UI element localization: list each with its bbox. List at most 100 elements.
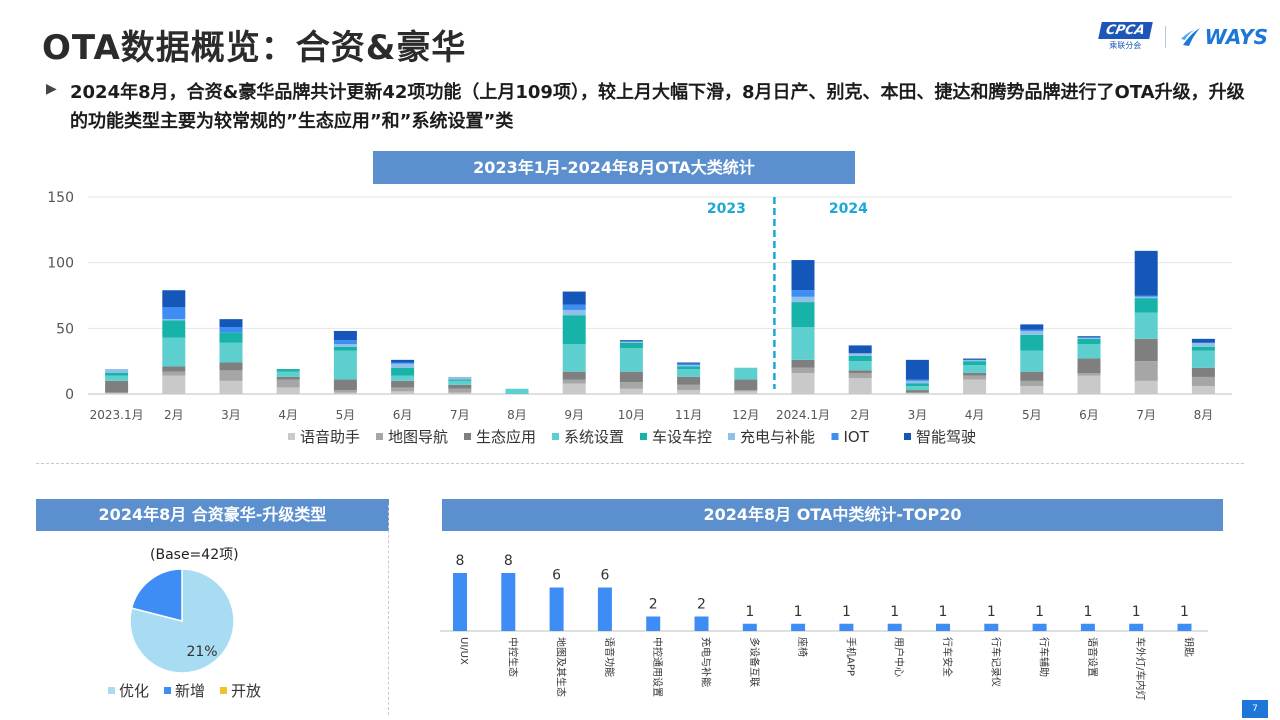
x-tick-label: 语音设置 <box>1086 637 1099 677</box>
bar-segment <box>1134 295 1158 297</box>
bar-segment <box>448 392 472 394</box>
bar-segment <box>1077 336 1101 338</box>
summary-text: 2024年8月，合资&豪华品牌共计更新42项功能（上月109项），较上月大幅下滑… <box>70 82 1245 132</box>
ota-category-stacked-bar-chart: 0 50 100 150 2023.1月 2月 3月 4月 5月 6月 7月 8月 9月 10月 11月 12… <box>47 190 1232 446</box>
bar-segment <box>677 366 701 370</box>
x-tick-label: 2023.1月 <box>90 408 144 422</box>
legend-label: 充电与补能 <box>740 428 815 446</box>
pie-base-label: (Base=42项) <box>150 547 239 563</box>
bar-segment <box>677 362 701 364</box>
bar-value-label: 2 <box>697 597 706 613</box>
bar-segment <box>562 304 586 310</box>
main-chart-title: 2023年1月-2024年8月OTA大类统计 <box>373 151 855 184</box>
bar-segment <box>963 359 987 362</box>
bar-segment <box>562 371 586 380</box>
bar-value-label: 8 <box>504 553 513 569</box>
bar <box>453 573 467 631</box>
ways-logo-text: WAYS <box>1204 24 1268 49</box>
bar <box>1080 623 1095 631</box>
bar-segment <box>848 345 872 354</box>
x-tick-label: 8月 <box>507 408 527 422</box>
legend-swatch <box>552 433 559 440</box>
bar-segment <box>162 375 186 394</box>
bar-segment <box>1077 338 1101 345</box>
y-tick-label: 0 <box>65 387 74 403</box>
bar-segment <box>1077 375 1101 394</box>
cpca-logo-mark: CPCA <box>1098 22 1153 39</box>
bar-segment <box>963 365 987 373</box>
x-tick-label: 8月 <box>1194 408 1214 422</box>
legend-swatch <box>164 687 171 694</box>
bar-segment <box>963 361 987 366</box>
bar-segment <box>448 388 472 393</box>
bar-segment <box>219 370 243 381</box>
bar-segment <box>448 380 472 385</box>
page-title: OTA数据概览：合资&豪华 <box>42 28 467 68</box>
x-tick-label: 车外灯/车内灯 <box>1134 637 1147 700</box>
ways-logo: WAYS <box>1180 25 1268 49</box>
bar-segment <box>1191 386 1215 394</box>
bar-segment <box>219 327 243 333</box>
bar-segment <box>162 290 186 308</box>
x-tick-label: 12月 <box>732 408 759 422</box>
bar <box>1177 623 1192 631</box>
bar <box>936 623 950 631</box>
section-divider-vertical <box>388 505 389 715</box>
bar-segment <box>905 392 929 394</box>
bar-value-label: 8 <box>456 553 465 569</box>
legend-label: 智能驾驶 <box>916 428 976 446</box>
bar-segment <box>905 383 929 387</box>
summary-bullet: ▶ 2024年8月，合资&豪华品牌共计更新42项功能（上月109项），较上月大幅… <box>46 78 1246 136</box>
bar-segment <box>791 302 815 328</box>
bar-segment <box>677 390 701 394</box>
bar-segment <box>105 372 129 376</box>
bar-segment <box>276 371 300 377</box>
bar-segment <box>448 384 472 389</box>
bar-segment <box>1077 344 1101 359</box>
bar-segment <box>276 387 300 394</box>
bar-segment <box>105 392 129 394</box>
bar-segment <box>562 291 586 305</box>
legend-swatch <box>464 433 471 440</box>
pie-chart-title: 2024年8月 合资豪华-升级类型 <box>36 499 389 531</box>
bar-segment <box>848 372 872 379</box>
x-tick-label: 2月 <box>164 408 184 422</box>
bar-value-label: 1 <box>1035 604 1044 620</box>
bar-segment <box>1020 380 1044 387</box>
bar-segment <box>562 315 586 345</box>
bar-segment <box>333 379 357 391</box>
legend-label: 开放 <box>231 682 261 700</box>
bar-value-label: 1 <box>1083 604 1092 620</box>
bar <box>984 623 999 631</box>
bar-segment <box>448 379 472 381</box>
x-tick-label: 6月 <box>393 408 413 422</box>
bar-segment <box>1191 376 1215 387</box>
year-label-2024: 2024 <box>829 201 868 217</box>
legend-swatch <box>640 433 647 440</box>
ways-swoosh-icon <box>1180 27 1200 46</box>
bar <box>742 623 757 631</box>
bar-segment <box>162 307 186 320</box>
bar-segment <box>791 367 815 373</box>
bar-segment <box>963 358 987 360</box>
bar-segment <box>848 361 872 371</box>
x-tick-label: 中控通用设置 <box>651 637 664 697</box>
bar-segment <box>219 362 243 371</box>
legend-swatch <box>831 433 839 440</box>
bar-segment <box>562 309 586 316</box>
legend-label: 优化 <box>119 682 149 700</box>
x-tick-label: 2月 <box>850 408 870 422</box>
legend-label: 地图导航 <box>388 428 448 446</box>
pie-slice-label: 21% <box>186 644 217 660</box>
bar-segment <box>791 327 815 360</box>
x-tick-label: 5月 <box>1022 408 1042 422</box>
bar-segment <box>105 380 129 393</box>
bar-segment <box>391 375 415 381</box>
x-tick-label: 行车辅助 <box>1038 637 1051 677</box>
bar-segment <box>677 369 701 377</box>
bar-segment <box>391 367 415 376</box>
cpca-logo: CPCA 乘联分会 <box>1098 22 1153 51</box>
bar-segment <box>619 388 643 394</box>
legend-swatch <box>904 433 911 440</box>
bar-segment <box>791 290 815 297</box>
